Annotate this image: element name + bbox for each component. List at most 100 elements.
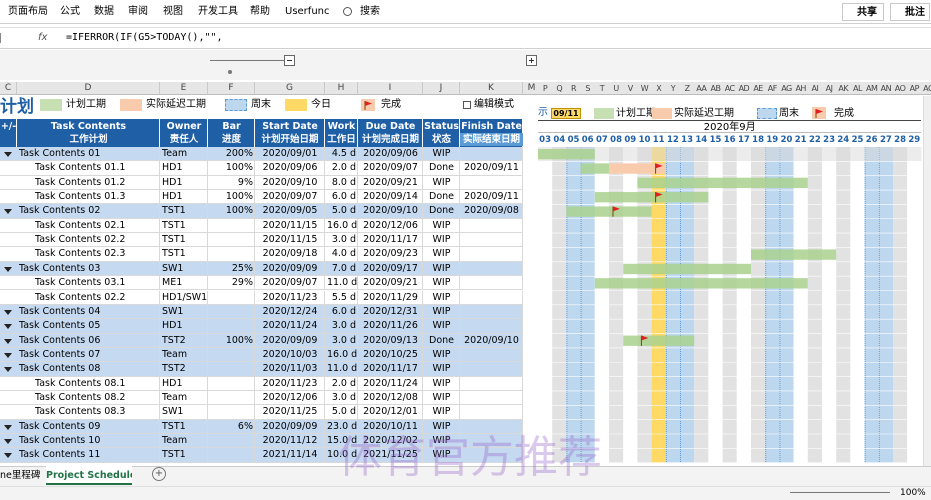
cell-border: [357, 233, 358, 248]
cell-border: [207, 405, 208, 420]
collapse-toggle[interactable]: [4, 453, 12, 459]
collapse-toggle[interactable]: [4, 338, 12, 344]
cell-border: [254, 390, 255, 406]
cell-border: [324, 247, 325, 262]
ribbon-tab[interactable]: 审阅: [128, 6, 148, 17]
planned-bar: [580, 163, 609, 174]
gantt-day-label: 28: [894, 135, 906, 145]
cell-border: [522, 261, 523, 277]
cell-border: [324, 261, 325, 277]
gantt-today-badge: 09/11: [551, 108, 581, 119]
cell-bar: 6%: [237, 420, 253, 432]
ribbon-tab[interactable]: 视图: [163, 6, 183, 17]
cell-border: [324, 419, 325, 434]
gantt-day-label: 25: [852, 135, 864, 145]
cell-border: [422, 290, 423, 305]
cell-border: [254, 190, 255, 205]
cell-status: WIP: [432, 291, 451, 303]
cell-status: WIP: [432, 406, 451, 418]
search-box[interactable]: 搜索: [360, 6, 380, 17]
formula-text[interactable]: =IFERROR(IF(G5>TODAY(),"",: [66, 32, 223, 43]
legend-label: 完成: [834, 108, 854, 119]
edit-mode-label[interactable]: 编辑模式: [474, 99, 514, 110]
cell-start: 2020/11/25: [262, 406, 318, 418]
cell-border: [254, 204, 255, 219]
add-sheet-button[interactable]: +: [152, 467, 166, 481]
column-letter: D: [17, 82, 160, 95]
zoom-value[interactable]: 100%: [900, 488, 926, 498]
collapse-toggle[interactable]: [4, 324, 12, 330]
cell-border: [357, 161, 358, 176]
ribbon-tab[interactable]: Userfunc: [285, 6, 330, 17]
cell-border: [422, 233, 423, 248]
header-text: Bar: [222, 121, 241, 132]
cell-border: [522, 405, 523, 420]
cell-border: [357, 190, 358, 205]
collapse-toggle[interactable]: [4, 266, 12, 272]
cell-border: [324, 204, 325, 219]
share-button[interactable]: 共享: [842, 3, 884, 21]
cell-due: 2020/12/31: [363, 305, 418, 317]
sheet-tab[interactable]: ne里程碑: [0, 470, 41, 481]
ribbon-tab[interactable]: 帮助: [250, 6, 270, 17]
cell-work: 3.0 d: [331, 391, 356, 403]
cell-due: 2020/11/24: [363, 377, 418, 389]
cell-border: [324, 333, 325, 348]
cell-border: [324, 376, 325, 391]
sheet-tab[interactable]: Project Schedule: [46, 466, 132, 485]
legend-label: 完成: [381, 99, 401, 110]
legend-swatch: [594, 108, 614, 119]
cell-task: Task Contents 08.2: [35, 391, 126, 403]
cell-border: [459, 276, 460, 291]
cell-border: [159, 448, 160, 463]
cell-start: 2020/11/03: [262, 363, 318, 375]
collapse-toggle[interactable]: [4, 424, 12, 430]
cell-border: [522, 276, 523, 291]
cell-start: 2020/09/10: [262, 176, 318, 188]
cell-border: [207, 448, 208, 463]
ribbon-tab[interactable]: 开发工具: [198, 6, 238, 17]
fx-label[interactable]: fx: [38, 32, 48, 43]
cell-border: [254, 319, 255, 334]
cell-border: [207, 304, 208, 320]
collapse-toggle[interactable]: [4, 367, 12, 373]
comments-button[interactable]: 批注: [890, 3, 930, 21]
column-letter: AG: [781, 84, 792, 93]
collapse-toggle[interactable]: [4, 309, 12, 315]
cell-border: [522, 390, 523, 406]
gantt-day-label: 06: [582, 135, 594, 145]
ribbon-tab[interactable]: 页面布局: [8, 6, 48, 17]
ribbon-tab[interactable]: 公式: [60, 6, 80, 17]
cell-border: [357, 347, 358, 363]
cell-border: [159, 405, 160, 420]
cell-status: WIP: [432, 377, 451, 389]
planned-bar: [751, 249, 837, 260]
cell-bar: 100%: [225, 334, 253, 346]
cell-start: 2021/11/14: [262, 449, 318, 461]
cell-work: 16.0 d: [327, 219, 358, 231]
column-letter: F: [208, 82, 255, 95]
cell-task: Task Contents 06: [19, 334, 101, 346]
collapse-toggle[interactable]: [4, 209, 12, 215]
cell-task: Task Contents 10: [19, 435, 101, 446]
cell-start: 2020/09/06: [262, 162, 318, 174]
cell-owner: TST1: [162, 248, 186, 260]
cell-border: [459, 376, 460, 391]
collapse-toggle[interactable]: [4, 439, 12, 444]
sheet-tab-bar: [0, 466, 931, 486]
cell-work: 16.0 d: [327, 348, 358, 360]
cell-task: Task Contents 09: [19, 420, 101, 432]
collapse-toggle[interactable]: [4, 352, 12, 358]
ribbon-tab[interactable]: 数据: [94, 6, 114, 17]
table-header: [208, 119, 255, 147]
cell-border: [522, 190, 523, 205]
cell-border: [324, 319, 325, 334]
cell-border: [159, 304, 160, 320]
collapse-toggle[interactable]: [4, 152, 12, 157]
cell-bar: 200%: [225, 148, 253, 159]
cell-due: 2020/11/17: [363, 363, 418, 375]
legend-flag: [812, 107, 826, 119]
cell-owner: TST1: [162, 449, 186, 461]
cell-border: [207, 419, 208, 434]
edit-mode-checkbox[interactable]: [463, 101, 471, 109]
